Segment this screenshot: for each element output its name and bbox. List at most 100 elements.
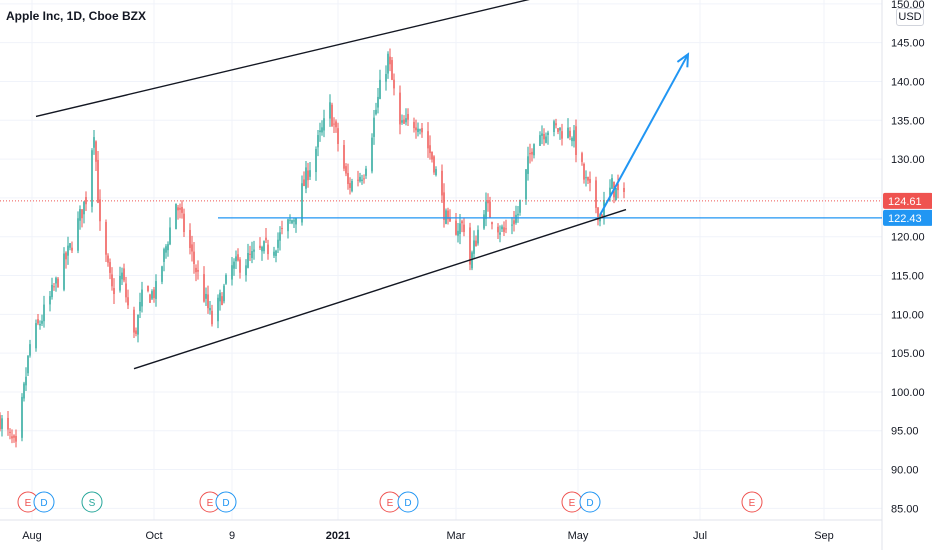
candle-body: [471, 252, 473, 269]
candle-body: [71, 247, 73, 251]
candle-body: [445, 210, 447, 224]
candle-body: [39, 323, 41, 326]
candle-body: [121, 272, 123, 280]
candle-body: [527, 156, 529, 174]
candle-body: [489, 201, 491, 219]
candle-body: [251, 251, 253, 259]
event-marker[interactable]: [397, 491, 419, 513]
time-axis: Aug Oct 9 2021 Mar May Jul Sep: [22, 530, 834, 542]
candle-body: [435, 169, 437, 176]
event-marker[interactable]: [741, 491, 763, 513]
candle-body: [99, 199, 101, 222]
candle-body: [275, 250, 277, 256]
event-marker[interactable]: [81, 491, 103, 513]
candle-body: [583, 163, 585, 180]
price-tick-label: 135.00: [891, 115, 925, 127]
last-price-label: 124.61: [888, 196, 922, 208]
candle-body: [169, 227, 171, 245]
candle-body: [263, 241, 265, 252]
event-marker[interactable]: [215, 491, 237, 513]
candle-body: [57, 278, 59, 288]
candle-body: [529, 152, 531, 155]
candle-body: [91, 150, 93, 207]
candle-body: [153, 289, 155, 299]
symbol-title-text: Apple Inc, 1D, Cboe BZX: [6, 9, 147, 23]
candle-body: [11, 436, 13, 439]
candle-body: [155, 281, 157, 299]
candle-body: [387, 53, 389, 74]
event-marker-label: D: [586, 498, 593, 509]
candle-body: [513, 220, 515, 225]
candle-body: [475, 240, 477, 247]
candle-body: [175, 203, 177, 230]
candle-body: [469, 227, 471, 265]
candle-body: [261, 247, 263, 252]
time-tick-label: Sep: [814, 530, 834, 542]
candle-body: [483, 214, 485, 229]
price-tick-label: 110.00: [891, 309, 924, 321]
candle-body: [623, 187, 625, 192]
candle-body: [485, 201, 487, 219]
candle-body: [331, 104, 333, 127]
upper-channel-line: [35, 0, 530, 118]
candle-body: [547, 132, 549, 135]
candle-body: [545, 136, 547, 143]
price-tick-label: 90.00: [891, 465, 919, 477]
event-marker[interactable]: [33, 491, 55, 513]
candle-body: [555, 123, 557, 126]
event-marker[interactable]: [579, 491, 601, 513]
time-tick-label: Aug: [22, 530, 42, 542]
candle-body: [85, 197, 87, 205]
candle-body: [511, 224, 513, 226]
candle-body: [0, 415, 1, 430]
candle-body: [585, 177, 587, 179]
candle-body: [569, 130, 571, 137]
candle-body: [499, 232, 501, 235]
candle-body: [443, 192, 445, 220]
candle-body: [317, 135, 319, 148]
candle-body: [351, 180, 353, 192]
candle-body: [79, 209, 81, 221]
candle-body: [335, 121, 337, 128]
candle-body: [193, 251, 195, 264]
candle-body: [413, 122, 415, 129]
time-tick-label: Mar: [447, 530, 466, 542]
candle-body: [503, 227, 505, 232]
candle-body: [217, 297, 219, 322]
candle-body: [487, 200, 489, 204]
price-tick-label: 115.00: [891, 271, 924, 283]
candle-body: [137, 314, 139, 335]
event-marker-label: E: [25, 498, 32, 509]
candle-body: [323, 118, 325, 131]
currency-badge[interactable]: USD: [896, 8, 924, 26]
candle-body: [93, 137, 95, 148]
candle-body: [307, 170, 309, 181]
candle-body: [223, 285, 225, 302]
candle-body: [595, 180, 597, 208]
candle-body: [473, 240, 475, 254]
price-tick-label: 150.00: [891, 0, 925, 11]
event-marker-label: E: [207, 498, 214, 509]
candle-body: [125, 283, 127, 298]
candle-body: [309, 170, 311, 177]
candle-body: [259, 245, 261, 249]
support-level-label-bg: [883, 209, 932, 226]
candle-body: [575, 126, 577, 155]
candle-body: [379, 79, 381, 99]
candle-body: [111, 274, 113, 287]
candle-body: [29, 344, 31, 356]
time-tick-label: 9: [229, 530, 235, 542]
candle-body: [281, 227, 283, 229]
candle-body: [515, 214, 517, 223]
candle-body: [541, 133, 543, 136]
candle-body: [371, 137, 373, 172]
candle-body: [133, 309, 135, 333]
candle-body: [49, 296, 51, 305]
candle-body: [181, 206, 183, 213]
candle-body: [37, 319, 39, 324]
candle-body: [179, 207, 181, 210]
candle-body: [497, 226, 499, 233]
price-tick-label: 85.00: [891, 503, 919, 515]
